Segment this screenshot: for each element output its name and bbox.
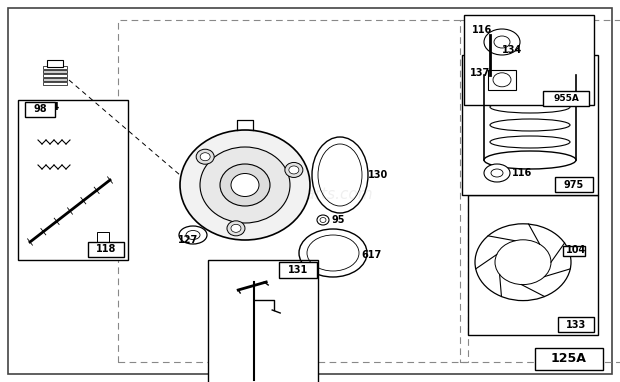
Bar — [118, 20, 468, 362]
Bar — [97, 232, 109, 246]
Ellipse shape — [485, 30, 495, 48]
Ellipse shape — [285, 162, 303, 178]
Text: 134: 134 — [502, 45, 522, 55]
Ellipse shape — [491, 169, 503, 177]
Bar — [25, 102, 55, 117]
Text: 116: 116 — [472, 25, 492, 35]
Ellipse shape — [493, 73, 511, 87]
Ellipse shape — [231, 224, 241, 232]
Bar — [43, 81, 67, 85]
Bar — [468, 195, 598, 335]
Ellipse shape — [196, 149, 214, 164]
Text: eReplacementParts.com: eReplacementParts.com — [187, 188, 373, 202]
Text: 975: 975 — [564, 180, 584, 189]
Bar — [208, 260, 318, 382]
Ellipse shape — [317, 215, 329, 225]
Text: 617: 617 — [361, 250, 381, 260]
Bar — [543, 91, 589, 106]
Text: 131: 131 — [288, 265, 308, 275]
Ellipse shape — [186, 230, 200, 240]
Bar — [43, 70, 67, 73]
Text: 133: 133 — [566, 319, 586, 330]
Bar — [464, 15, 594, 105]
Bar — [88, 242, 124, 257]
Text: 125A: 125A — [551, 353, 587, 366]
Bar — [47, 60, 63, 67]
Ellipse shape — [200, 153, 210, 161]
Text: 127: 127 — [178, 235, 198, 245]
Ellipse shape — [200, 147, 290, 223]
Text: 98: 98 — [33, 105, 47, 115]
Ellipse shape — [494, 36, 510, 48]
Bar — [43, 65, 67, 69]
Ellipse shape — [484, 29, 520, 55]
Text: 955A: 955A — [553, 94, 579, 103]
Text: 116: 116 — [512, 168, 532, 178]
Bar — [18, 100, 128, 260]
Bar — [279, 262, 317, 278]
Ellipse shape — [289, 166, 299, 174]
Ellipse shape — [180, 130, 310, 240]
Ellipse shape — [484, 151, 576, 169]
Text: 137: 137 — [470, 68, 490, 78]
Bar — [462, 55, 598, 195]
Ellipse shape — [320, 217, 326, 222]
Ellipse shape — [97, 243, 109, 249]
Ellipse shape — [484, 164, 510, 182]
Ellipse shape — [231, 173, 259, 196]
Bar — [43, 73, 67, 77]
Text: 118: 118 — [96, 244, 116, 254]
Bar — [488, 70, 516, 90]
Ellipse shape — [484, 66, 576, 84]
Bar — [563, 246, 585, 256]
Text: 130: 130 — [368, 170, 388, 180]
Text: 95: 95 — [331, 215, 345, 225]
Ellipse shape — [220, 164, 270, 206]
Bar — [555, 177, 593, 192]
Text: 104: 104 — [566, 245, 587, 255]
Bar — [483, 46, 497, 60]
Ellipse shape — [179, 226, 207, 244]
Ellipse shape — [227, 221, 245, 236]
Bar — [43, 78, 67, 81]
Bar — [558, 317, 594, 332]
Bar — [535, 348, 603, 370]
Text: 124: 124 — [40, 102, 60, 112]
Bar — [460, 20, 620, 362]
